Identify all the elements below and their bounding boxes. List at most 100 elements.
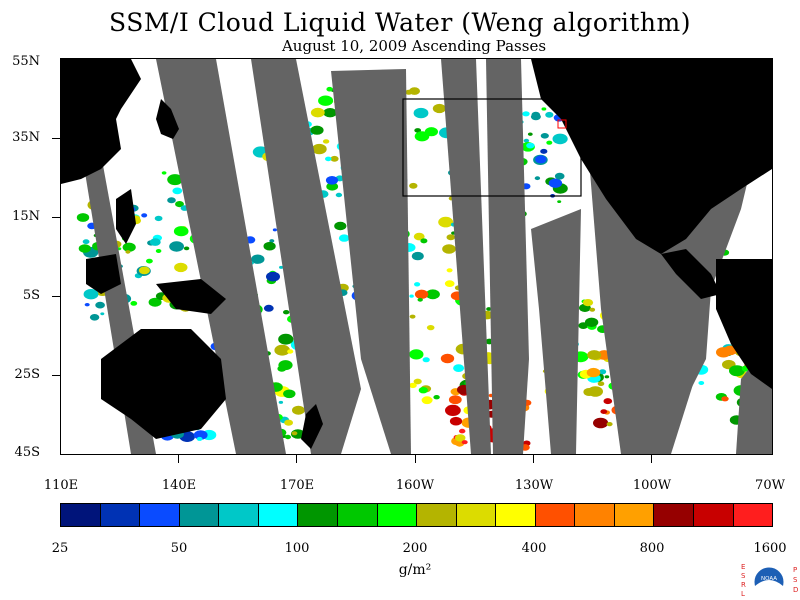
- svg-text:D: D: [793, 586, 798, 594]
- cloud-patch: [335, 192, 343, 198]
- cloud-patch: [78, 244, 91, 253]
- cloud-patch: [587, 386, 604, 397]
- colorbar-segment: [61, 504, 101, 526]
- cloud-patch: [291, 431, 298, 436]
- colorbar-segment: [654, 504, 694, 526]
- cloud-patch: [413, 232, 425, 241]
- cloud-patch: [266, 271, 280, 282]
- cloud-patch: [323, 108, 337, 118]
- cloud-patch: [193, 430, 208, 440]
- svg-text:L: L: [741, 590, 745, 598]
- cloud-patch: [586, 367, 601, 378]
- noaa-esrl-psd-logo: E S R L NOAA P S D: [741, 563, 798, 598]
- colorbar-segment: [575, 504, 615, 526]
- cloud-patch: [600, 409, 608, 414]
- cloud-patch: [454, 434, 466, 442]
- cloud-patch: [603, 398, 613, 405]
- cloud-patch: [330, 155, 339, 162]
- cloud-patch: [729, 365, 745, 377]
- cloud-patch: [420, 238, 428, 244]
- lat-label-35n: 35N: [12, 130, 40, 145]
- cloud-patch: [540, 148, 548, 154]
- cloud-patch: [597, 381, 605, 387]
- cloud-patch: [422, 357, 430, 363]
- colorbar-label-800: 800: [639, 541, 665, 556]
- cloud-patch: [421, 396, 433, 405]
- cloud-patch: [278, 333, 294, 345]
- cloud-patch: [318, 95, 334, 106]
- cloud-patch: [284, 434, 291, 440]
- lon-tick: [296, 454, 297, 463]
- lat-tick: [52, 138, 60, 139]
- cloud-patch: [292, 405, 305, 415]
- cloud-patch: [409, 314, 416, 319]
- cloud-patch: [445, 404, 461, 416]
- svg-text:NOAA: NOAA: [761, 576, 777, 582]
- swath-gap-6: [486, 59, 529, 454]
- cloud-patch: [334, 221, 347, 231]
- svg-text:E: E: [741, 563, 745, 571]
- cloud-patch: [84, 303, 90, 307]
- colorbar-segment: [535, 504, 576, 526]
- cloud-patch: [167, 174, 183, 186]
- colorbar-segment: [456, 504, 497, 526]
- svg-text:S: S: [793, 576, 798, 584]
- colorbar-label-200: 200: [402, 541, 428, 556]
- lon-label-100w: 100W: [632, 478, 672, 493]
- cloud-patch: [183, 246, 190, 251]
- landmass-new-zealand: [301, 404, 323, 449]
- swath-gap-3: [251, 59, 361, 454]
- colorbar-segment: [100, 504, 141, 526]
- cloud-patch: [122, 242, 136, 252]
- cloud-patch: [149, 238, 161, 246]
- cloud-patch: [283, 389, 296, 399]
- cloud-patch: [100, 312, 105, 316]
- cloud-patch: [531, 111, 541, 118]
- cloud-patch: [263, 304, 274, 312]
- cloud-patch: [326, 86, 333, 92]
- cloud-patch: [310, 125, 324, 135]
- cloud-patch: [76, 213, 90, 222]
- cloud-patch: [174, 262, 188, 273]
- cloud-patch: [424, 127, 438, 137]
- cloud-patch: [146, 258, 153, 264]
- colorbar: [60, 503, 773, 527]
- lon-tick: [533, 454, 534, 463]
- lon-tick: [415, 454, 416, 463]
- colorbar-label-50: 50: [170, 541, 188, 556]
- cloud-patch: [409, 182, 418, 189]
- cloud-patch: [540, 133, 549, 139]
- cloud-patch: [154, 215, 163, 222]
- cloud-patch: [554, 172, 565, 180]
- colorbar-label-100: 100: [284, 541, 310, 556]
- svg-text:P: P: [793, 566, 797, 574]
- cloud-patch: [442, 244, 456, 254]
- cloud-patch: [459, 428, 466, 434]
- cloud-patch: [552, 133, 568, 145]
- lat-tick: [52, 296, 60, 297]
- lon-label-140e: 140E: [161, 478, 197, 493]
- colorbar-segment: [694, 504, 734, 526]
- swath-gap-5: [441, 59, 491, 454]
- landmass-south-america: [716, 259, 772, 389]
- cloud-patch: [325, 176, 339, 185]
- cloud-patch: [414, 282, 421, 287]
- cloud-patch: [409, 349, 424, 360]
- cloud-patch: [414, 289, 429, 299]
- cloud-patch: [448, 395, 462, 405]
- cloud-patch: [138, 266, 150, 275]
- cloud-patch: [721, 396, 729, 402]
- cloud-patch: [311, 143, 327, 155]
- units-label: g/m²: [398, 562, 432, 578]
- swath-gap-7: [531, 209, 581, 454]
- landmass-central-america: [661, 249, 721, 299]
- cloud-patch: [587, 350, 602, 360]
- cloud-patch: [534, 176, 541, 181]
- cloud-patch: [593, 417, 609, 429]
- colorbar-segment: [179, 504, 220, 526]
- lon-label-170e: 170E: [279, 478, 315, 493]
- lon-label-110e: 110E: [43, 478, 79, 493]
- cloud-patch: [148, 297, 162, 307]
- cloud-patch: [557, 200, 562, 204]
- lat-tick: [52, 375, 60, 376]
